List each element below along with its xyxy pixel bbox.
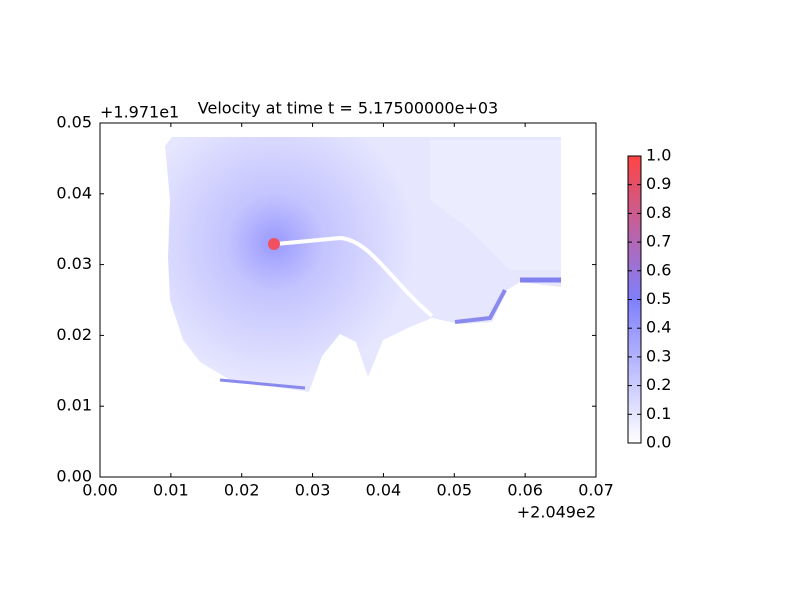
x-tick-label: 0.06: [507, 481, 543, 500]
y-tick-label: 0.05: [56, 113, 92, 132]
colorbar-tick-label: 0.3: [646, 346, 671, 365]
y-tick-label: 0.02: [56, 325, 92, 344]
x-tick-label: 0.02: [224, 481, 260, 500]
plot-frame: [99, 122, 597, 478]
x-tick-label: 0.01: [153, 481, 189, 500]
colorbar-tick-label: 0.7: [646, 232, 671, 251]
y-tick-label: 0.03: [56, 254, 92, 273]
x-tick-label: 0.07: [578, 481, 614, 500]
colorbar-tick-label: 0.5: [646, 289, 671, 308]
colorbar-tick-label: 0.6: [646, 260, 671, 279]
x-tick-label: 0.04: [366, 481, 402, 500]
colorbar-tick-label: 0.8: [646, 203, 671, 222]
x-tick-label: 0.05: [436, 481, 472, 500]
chart-title: Velocity at time t = 5.17500000e+03: [198, 99, 498, 118]
colorbar-tick-label: 0.9: [646, 174, 671, 193]
colorbar-tick-label: 0.0: [646, 433, 671, 452]
x-tick-label: 0.03: [295, 481, 331, 500]
y-offset-label: +1.971e1: [100, 103, 179, 122]
y-tick-label: 0.01: [56, 396, 92, 415]
colorbar-tick-label: 1.0: [646, 146, 671, 165]
y-tick-label: 0.00: [56, 467, 92, 486]
y-tick-label: 0.04: [56, 183, 92, 202]
x-offset-label: +2.049e2: [517, 503, 596, 522]
colorbar-tick-label: 0.2: [646, 375, 671, 394]
colorbar-tick-label: 0.4: [646, 318, 671, 337]
velocity-field: [165, 137, 561, 392]
x-tick-label: 0.00: [82, 481, 118, 500]
colorbar-tick-label: 0.1: [646, 404, 671, 423]
